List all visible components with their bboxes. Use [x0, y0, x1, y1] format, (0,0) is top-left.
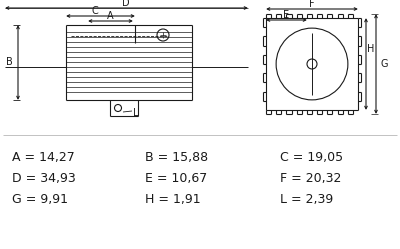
Text: C: C: [92, 6, 98, 16]
Text: F = 20,32: F = 20,32: [280, 172, 341, 185]
Text: H = 1,91: H = 1,91: [145, 192, 201, 205]
Text: D: D: [122, 0, 130, 8]
Text: L = 2,39: L = 2,39: [280, 192, 333, 205]
Text: H: H: [367, 44, 375, 54]
Text: G = 9,91: G = 9,91: [12, 192, 68, 205]
Text: F: F: [309, 0, 315, 9]
Text: C = 19,05: C = 19,05: [280, 150, 343, 164]
Text: B = 15,88: B = 15,88: [145, 150, 208, 164]
Text: G: G: [380, 59, 388, 69]
Text: A: A: [107, 11, 113, 21]
Text: B: B: [6, 57, 12, 67]
Text: E: E: [283, 10, 289, 20]
Text: A = 14,27: A = 14,27: [12, 150, 75, 164]
Text: E = 10,67: E = 10,67: [145, 172, 207, 185]
Text: D = 34,93: D = 34,93: [12, 172, 76, 185]
Text: L: L: [133, 108, 139, 118]
